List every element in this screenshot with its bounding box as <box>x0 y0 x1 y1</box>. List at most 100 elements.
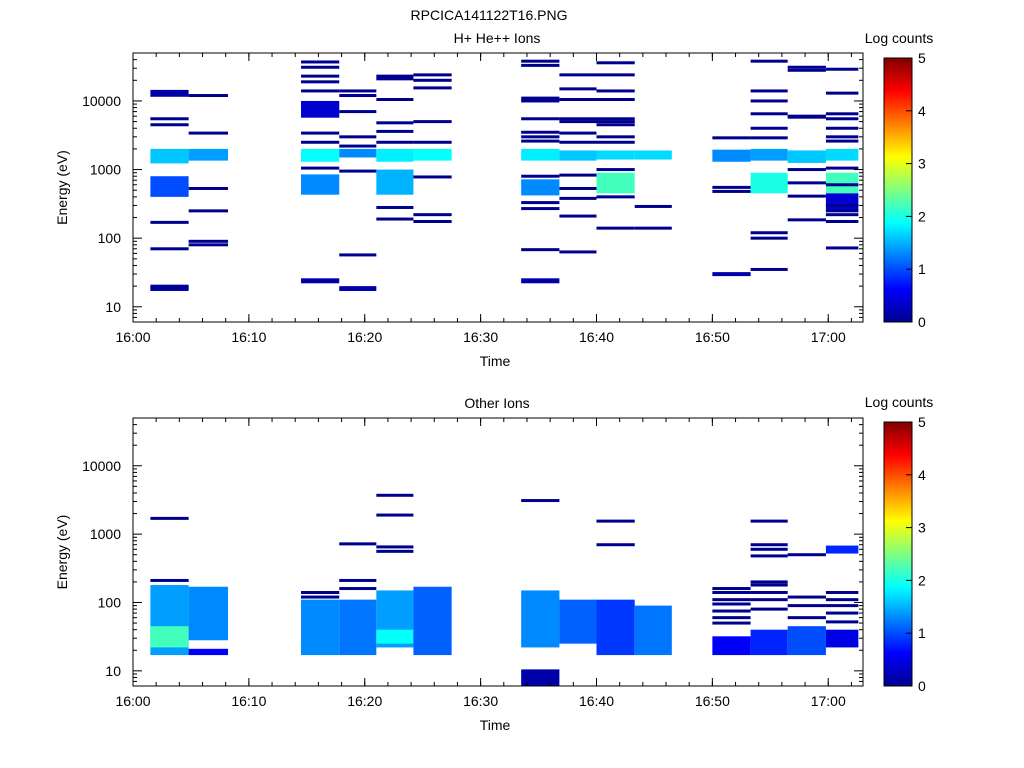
panel-title: Other Ions <box>464 395 529 411</box>
heatmap-line <box>521 174 560 178</box>
heatmap-line <box>339 542 377 546</box>
x-tick-label: 16:00 <box>115 693 150 709</box>
colorbar-tick-label: 1 <box>918 261 926 277</box>
heatmap-line <box>376 98 414 102</box>
heatmap-line <box>825 213 859 217</box>
heatmap-line <box>596 168 635 172</box>
heatmap-line <box>150 117 189 121</box>
panel-title: H+ He++ Ions <box>454 30 541 46</box>
heatmap-cell <box>376 148 414 162</box>
heatmap-cell <box>596 599 635 656</box>
heatmap-line <box>521 99 560 103</box>
heatmap-line <box>150 578 189 582</box>
heatmap-line <box>413 73 452 77</box>
heatmap-line <box>413 219 452 223</box>
heatmap-cell <box>825 172 859 194</box>
heatmap-line <box>596 98 635 102</box>
colorbar-tick-label: 2 <box>918 208 926 224</box>
heatmap-line <box>787 616 826 620</box>
colorbar-tick-label: 3 <box>918 520 926 536</box>
heatmap-line <box>376 493 414 497</box>
heatmap-line <box>559 140 597 144</box>
heatmap-line <box>825 246 859 250</box>
heatmap-line <box>339 578 377 582</box>
heatmap-cell <box>596 150 635 160</box>
heatmap-line <box>376 129 414 133</box>
colorbar: 0 1 2 3 4 5 Log counts <box>865 30 934 330</box>
heatmap-cell <box>559 599 597 644</box>
heatmap-line <box>559 196 597 200</box>
plot-frame <box>132 52 864 323</box>
heatmap-line <box>596 135 635 139</box>
heatmap-line <box>339 110 377 114</box>
heatmap-line <box>521 117 560 121</box>
heatmap-line <box>596 120 635 124</box>
heatmap-cell <box>150 176 189 197</box>
colorbar-tick-label: 5 <box>918 414 926 430</box>
heatmap-cell <box>188 648 229 656</box>
heatmap-line <box>521 207 560 211</box>
heatmap-line <box>301 65 340 69</box>
heatmap-line <box>521 130 560 134</box>
spectrogram-cells <box>150 545 859 686</box>
x-tick-label: 16:40 <box>579 329 614 345</box>
heatmap-line <box>825 166 859 170</box>
figure-title: RPCICA141122T16.PNG <box>411 7 568 23</box>
heatmap-line <box>376 121 414 125</box>
heatmap-line <box>750 99 788 103</box>
heatmap-line <box>825 620 859 624</box>
heatmap-line <box>750 607 788 611</box>
heatmap-cell <box>712 149 751 162</box>
heatmap-line <box>596 89 635 93</box>
heatmap-line <box>376 140 414 144</box>
heatmap-line <box>413 175 452 179</box>
heatmap-line <box>634 226 672 230</box>
heatmap-line <box>301 74 340 78</box>
heatmap-line <box>301 60 340 64</box>
heatmap-cell <box>521 590 560 648</box>
heatmap-line <box>559 214 597 218</box>
colorbar-gradient <box>883 421 913 687</box>
heatmap-cell <box>301 278 340 284</box>
heatmap-line <box>750 543 788 547</box>
panel-2: 16:00 16:10 16:20 16:30 16:40 16:50 17:0010100… <box>54 394 933 733</box>
heatmap-line <box>750 598 788 602</box>
heatmap-line <box>188 94 229 98</box>
x-tick-label: 17:00 <box>811 693 846 709</box>
heatmap-line <box>712 189 751 193</box>
heatmap-line <box>188 186 229 190</box>
y-tick-label: 10 <box>105 663 121 679</box>
heatmap-cell <box>634 150 672 160</box>
heatmap-line <box>521 59 560 63</box>
heatmap-line <box>376 74 414 78</box>
x-tick-label: 16:10 <box>231 693 266 709</box>
heatmap-line <box>712 185 751 189</box>
heatmap-line <box>825 139 859 143</box>
x-axis-label: Time <box>480 717 511 733</box>
colorbar: 0 1 2 3 4 5 Log counts <box>865 394 934 694</box>
heatmap-line <box>559 87 597 91</box>
heatmap-line <box>787 194 826 198</box>
heatmap-line <box>750 554 788 558</box>
spectrogram-lines <box>150 59 859 290</box>
y-tick-label: 10000 <box>82 93 121 109</box>
heatmap-line <box>750 89 788 93</box>
heatmap-cell <box>413 148 452 161</box>
colorbar-tick-label: 3 <box>918 156 926 172</box>
heatmap-line <box>301 166 340 170</box>
heatmap-line <box>825 112 859 116</box>
y-tick-label: 100 <box>98 594 122 610</box>
x-tick-label: 17:00 <box>811 329 846 345</box>
heatmap-line <box>750 580 788 584</box>
colorbar-tick-label: 4 <box>918 103 926 119</box>
heatmap-line <box>339 94 377 98</box>
x-tick-label: 16:10 <box>231 329 266 345</box>
x-tick-label: 16:50 <box>695 693 730 709</box>
heatmap-line <box>750 126 788 130</box>
y-tick-label: 10 <box>105 299 121 315</box>
heatmap-line <box>150 220 189 224</box>
heatmap-line <box>376 545 414 549</box>
heatmap-cell <box>712 272 751 277</box>
y-tick-label: 1000 <box>90 526 121 542</box>
heatmap-line <box>559 73 597 77</box>
